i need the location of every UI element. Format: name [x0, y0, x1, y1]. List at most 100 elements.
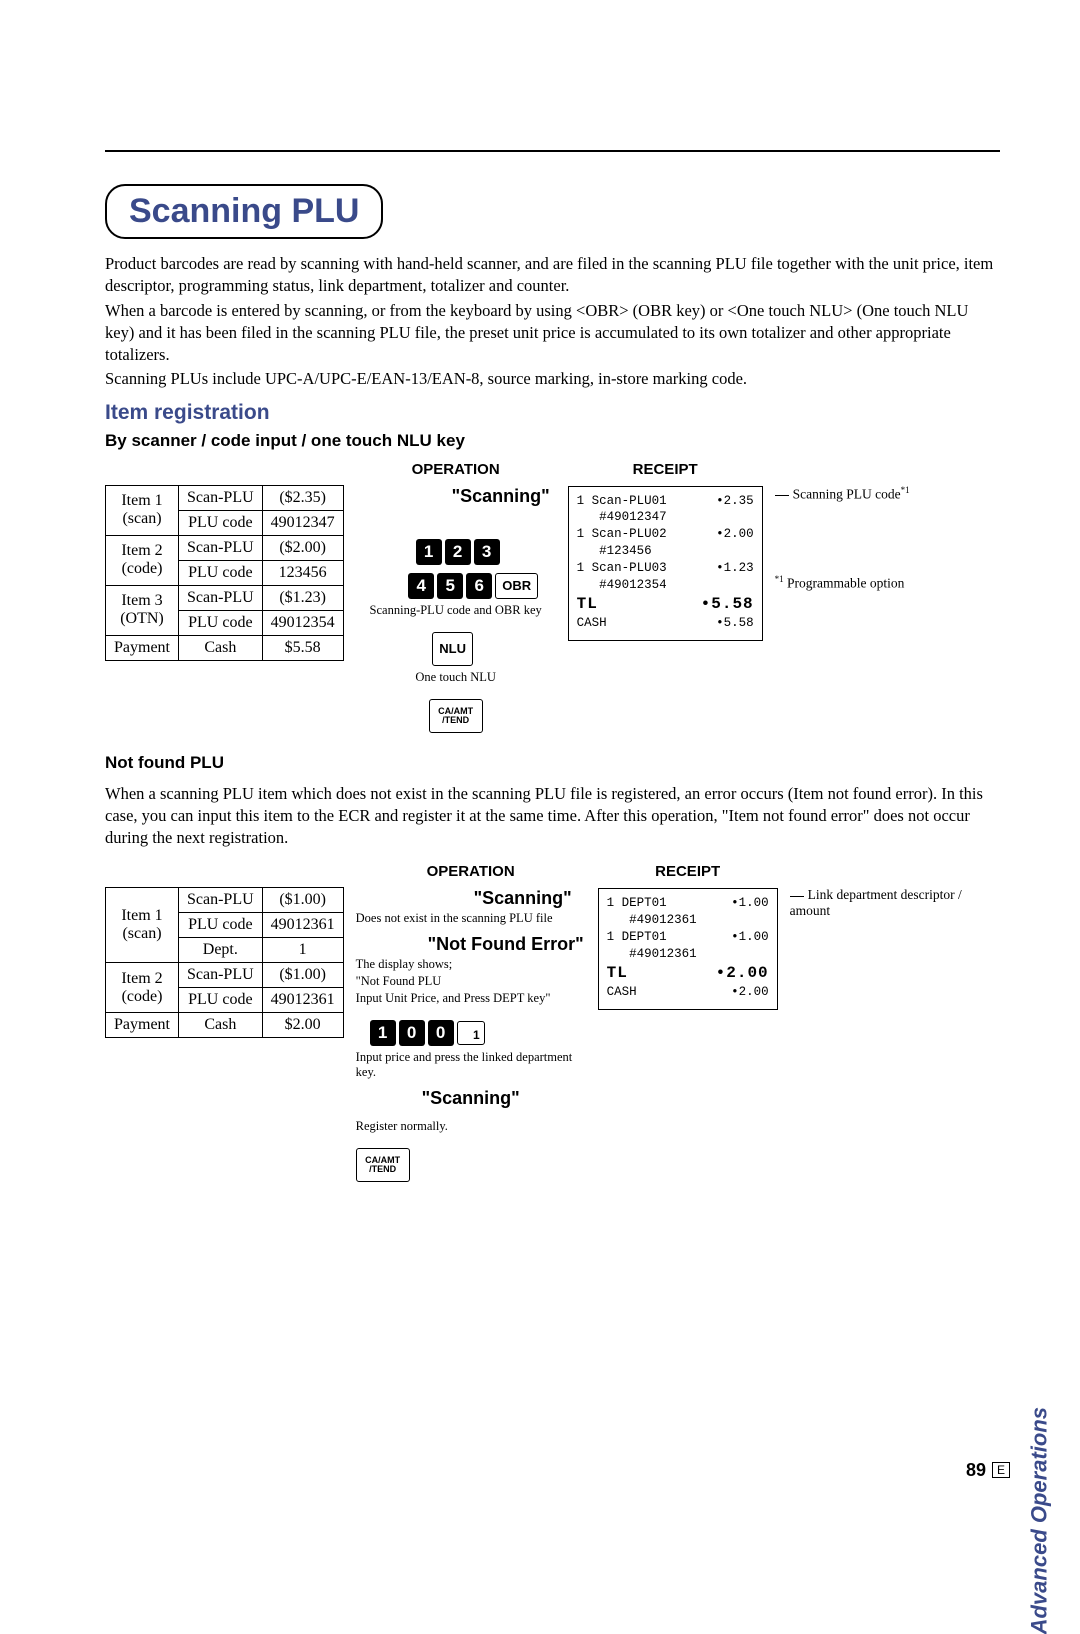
c: Scan-PLU	[179, 585, 263, 610]
receipt-line: TL•2.00	[607, 963, 769, 985]
receipt-line: CASH•2.00	[607, 984, 769, 1001]
caamt-bot: /TEND	[369, 1165, 396, 1174]
c: Item 1(scan)	[106, 888, 179, 963]
annot-sup: *1	[901, 485, 910, 495]
table-row: PaymentCash$5.58	[106, 635, 344, 660]
c: Item 2(code)	[106, 535, 179, 585]
sec2-operation: OPERATION "Scanning" Does not exist in t…	[356, 863, 586, 1184]
nlu-key: NLU	[432, 632, 473, 666]
c: Payment	[106, 1013, 179, 1038]
sec2-table-wrap: Item 1(scan)Scan-PLU($1.00) PLU code4901…	[105, 863, 344, 1038]
c: Item 1(scan)	[106, 485, 179, 535]
dept-1-key: 1	[457, 1021, 485, 1045]
scan-caption: Does not exist in the scanning PLU file	[356, 911, 586, 926]
c: 49012347	[262, 510, 343, 535]
table-row: Item 2(code)Scan-PLU($2.00)	[106, 535, 344, 560]
page-e: E	[992, 1462, 1010, 1478]
receipt-head: RECEIPT	[568, 461, 763, 478]
table-row: Item 2(code)Scan-PLU($1.00)	[106, 963, 344, 988]
key-1: 1	[416, 539, 442, 565]
c: PLU code	[179, 510, 263, 535]
annot-text: Link department descriptor / amount	[790, 887, 962, 918]
sec2-keys: 1 0 0 1	[356, 1020, 485, 1046]
scanning-label: "Scanning"	[356, 888, 586, 909]
c: Dept.	[179, 938, 263, 963]
section2-row: Item 1(scan)Scan-PLU($1.00) PLU code4901…	[105, 863, 1000, 1184]
nf-caption2: "Not Found PLU	[356, 974, 586, 989]
section-subheading: By scanner / code input / one touch NLU …	[105, 431, 1000, 451]
annot-prog-option: *1 Programmable option	[775, 574, 1000, 592]
receipt-line: 1 DEPT01•1.00	[607, 929, 769, 946]
c: ($2.35)	[262, 485, 343, 510]
keys-row-2: 4 5 6 OBR	[373, 573, 538, 599]
scan2-caption: Register normally.	[356, 1119, 586, 1134]
c: PLU code	[179, 988, 263, 1013]
keys-row-1: 1 2 3	[412, 539, 500, 565]
sec1-annot: Scanning PLU code*1 *1 Programmable opti…	[775, 461, 1000, 610]
c: PLU code	[179, 560, 263, 585]
sec2-annot: Link department descriptor / amount	[790, 863, 1000, 937]
annot-text: Scanning PLU code	[793, 486, 901, 501]
caamt-bot: /TEND	[442, 716, 469, 725]
key-1: 1	[370, 1020, 396, 1046]
receipt-line: CASH•5.58	[577, 615, 754, 632]
c: 49012361	[262, 988, 343, 1013]
sec2-receipt: RECEIPT 1 DEPT01•1.00 #490123611 DEPT01•…	[598, 863, 778, 1010]
c: ($1.00)	[262, 963, 343, 988]
sec2-heading: Not found PLU	[105, 753, 1000, 773]
receipt-line: #49012354	[577, 577, 754, 594]
table-row: Item 1(scan)Scan-PLU($2.35)	[106, 485, 344, 510]
c: Scan-PLU	[179, 963, 263, 988]
scanning-label-2: "Scanning"	[356, 1088, 586, 1109]
c: 1	[262, 938, 343, 963]
receipt-line: 1 Scan-PLU01•2.35	[577, 493, 754, 510]
obr-caption: Scanning-PLU code and OBR key	[356, 603, 556, 618]
c: PLU code	[179, 610, 263, 635]
receipt-line: 1 Scan-PLU02•2.00	[577, 526, 754, 543]
intro-p1: Product barcodes are read by scanning wi…	[105, 253, 1000, 298]
annot-text: Programmable option	[784, 576, 905, 591]
key-5: 5	[437, 573, 463, 599]
table-row: Item 1(scan)Scan-PLU($1.00)	[106, 888, 344, 913]
page-number: 89 E	[966, 1460, 1010, 1481]
c: 49012354	[262, 610, 343, 635]
page-title-box: Scanning PLU	[105, 184, 383, 239]
c: Scan-PLU	[179, 535, 263, 560]
t: Item 2	[121, 970, 162, 987]
page-title: Scanning PLU	[129, 192, 359, 230]
operation-head: OPERATION	[356, 461, 556, 478]
keys-caption: Input price and press the linked departm…	[356, 1050, 586, 1080]
key-0b: 0	[428, 1020, 454, 1046]
section1-row: Item 1(scan)Scan-PLU($2.35) PLU code4901…	[105, 461, 1000, 735]
intro-p2: When a barcode is entered by scanning, o…	[105, 300, 1000, 367]
page-num-text: 89	[966, 1460, 986, 1480]
scanning-label: "Scanning"	[356, 486, 556, 507]
key-4: 4	[408, 573, 434, 599]
caamt-key: CA/AMT /TEND	[429, 699, 483, 733]
receipt-head: RECEIPT	[598, 863, 778, 880]
receipt-box: 1 Scan-PLU01•2.35 #490123471 Scan-PLU02•…	[568, 486, 763, 642]
operation-head: OPERATION	[356, 863, 586, 880]
receipt-box: 1 DEPT01•1.00 #490123611 DEPT01•1.00 #49…	[598, 888, 778, 1010]
caamt-row: CA/AMT /TEND	[429, 699, 483, 733]
nf-caption3: Input Unit Price, and Press DEPT key"	[356, 991, 586, 1006]
sec2-caamt: CA/AMT /TEND	[356, 1148, 410, 1182]
annot-sup: *1	[775, 574, 784, 584]
side-tab: Advanced Operations	[1026, 1407, 1052, 1634]
receipt-line: TL•5.58	[577, 594, 754, 616]
receipt-line: #123456	[577, 543, 754, 560]
c: ($2.00)	[262, 535, 343, 560]
horizontal-rule	[105, 150, 1000, 152]
c: Item 3(OTN)	[106, 585, 179, 635]
key-3: 3	[474, 539, 500, 565]
key-0a: 0	[399, 1020, 425, 1046]
c: 123456	[262, 560, 343, 585]
intro-p3: Scanning PLUs include UPC-A/UPC-E/EAN-13…	[105, 368, 1000, 390]
nlu-row: NLU	[432, 632, 479, 666]
t: (code)	[122, 988, 163, 1005]
sec1-receipt: RECEIPT 1 Scan-PLU01•2.35 #490123471 Sca…	[568, 461, 763, 642]
annot-scanning-code: Scanning PLU code*1	[775, 485, 1000, 503]
c: Payment	[106, 635, 179, 660]
t: Item 1	[121, 907, 162, 924]
receipt-line: 1 Scan-PLU03•1.23	[577, 560, 754, 577]
